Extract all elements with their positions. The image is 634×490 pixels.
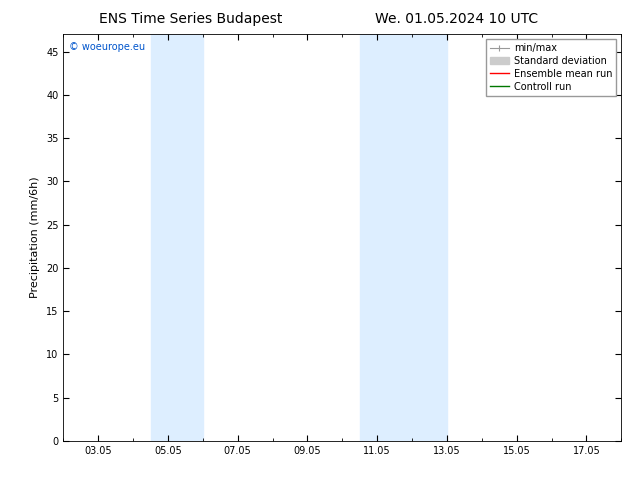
Legend: min/max, Standard deviation, Ensemble mean run, Controll run: min/max, Standard deviation, Ensemble me… (486, 39, 616, 96)
Y-axis label: Precipitation (mm/6h): Precipitation (mm/6h) (30, 177, 41, 298)
Text: We. 01.05.2024 10 UTC: We. 01.05.2024 10 UTC (375, 12, 538, 26)
Bar (150, 34, 203, 441)
Bar (360, 34, 447, 441)
Text: ENS Time Series Budapest: ENS Time Series Budapest (98, 12, 282, 26)
Text: © woeurope.eu: © woeurope.eu (69, 43, 145, 52)
